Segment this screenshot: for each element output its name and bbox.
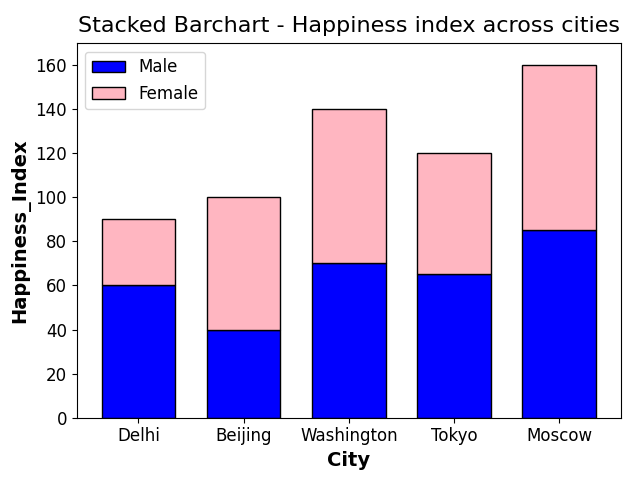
Bar xyxy=(522,230,596,418)
Bar xyxy=(102,219,175,286)
Bar xyxy=(207,197,280,329)
Bar xyxy=(417,275,491,418)
Bar xyxy=(312,264,386,418)
Title: Stacked Barchart - Happiness index across cities: Stacked Barchart - Happiness index acros… xyxy=(78,16,620,36)
Bar xyxy=(312,109,386,264)
Bar xyxy=(522,65,596,230)
Bar xyxy=(102,286,175,418)
Bar xyxy=(207,329,280,418)
X-axis label: City: City xyxy=(327,451,371,470)
Legend: Male, Female: Male, Female xyxy=(85,51,205,109)
Bar xyxy=(417,153,491,275)
Y-axis label: Happiness_Index: Happiness_Index xyxy=(10,138,30,323)
